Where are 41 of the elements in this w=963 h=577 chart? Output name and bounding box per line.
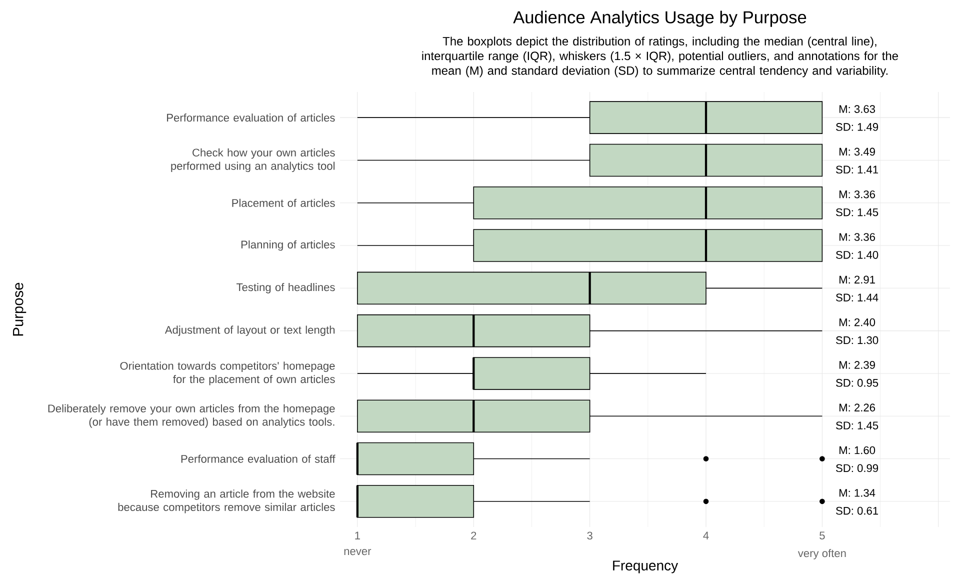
annotation: SD: 1.49 [836,123,878,131]
text: very often [798,549,846,560]
annotation: SD: 1.41 [836,166,878,174]
annotation: M: 1.60 [839,446,876,454]
annotation: M: 2.40 [839,318,876,326]
y-tick-label: Performance evaluation of staff [181,454,336,463]
y-tick-label: Placement of articles [232,198,335,207]
annotation: M: 3.63 [839,105,876,113]
y-tick-label: Performance evaluation of articles [167,114,335,122]
annotation: SD: 0.61 [836,506,878,515]
y-tick-label: Planning of articles [241,240,335,251]
y-tick-label: Orientation towards competitors' homepage for the placement of own articles [120,362,335,386]
text: never [344,549,372,556]
x-axis-title: Frequency [613,560,678,574]
y-tick-label: Deliberately remove your own articles from the homepage (or have them removed) based on analytics tools. [48,404,335,428]
annotation: M: 3.36 [839,233,876,241]
annotation: SD: 1.40 [836,250,878,259]
chart-title: Audience Analytics Usage by Purpose [513,10,806,27]
annotation: SD: 0.95 [836,378,878,387]
x-tick-label: 5 [820,532,825,540]
annotation: M: 2.39 [839,361,875,369]
annotation: M: 2.26 [839,404,876,412]
annotation: SD: 1.45 [836,208,878,216]
annotation: M: 2.91 [839,276,875,284]
x-tick-label: 3 [587,532,592,540]
annotation: M: 1.34 [839,488,876,497]
annotation: SD: 1.45 [836,422,878,430]
y-axis-title: Purpose [13,282,26,336]
x-tick-label: 4 [703,532,709,540]
chart-subtitle: The boxplots depict the distribution of ratings, including the median (central line), interquartile range (IQR), whiskers (1.5 × IQR), potential outliers, and annotations for the mean (M) and standard deviation (SD) to summarize central tendency and variability. [422,36,898,78]
annotation: SD: 1.44 [836,294,878,302]
annotation: M: 3.49 [839,148,875,156]
y-tick-label: Check how your own articles performed using an analytics tool [171,148,335,172]
annotation: SD: 0.99 [836,464,878,472]
x-tick-label: 2 [471,532,476,540]
annotation: M: 3.36 [839,190,876,198]
x-tick-label: 1 [355,532,360,540]
y-tick-label: Removing an article from the website because competitors remove similar articles [118,490,335,514]
y-tick-label: Adjustment of layout or text length [164,326,335,336]
y-tick-label: Testing of headlines [236,283,335,294]
annotation: SD: 1.30 [836,336,878,344]
